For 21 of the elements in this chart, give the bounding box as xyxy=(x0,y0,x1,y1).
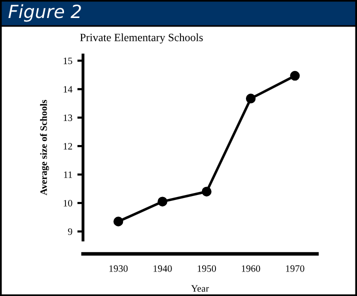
y-tick-label: 14 xyxy=(64,86,72,93)
y-tick-label: 12 xyxy=(64,143,72,150)
x-tick-label: 1940 xyxy=(154,265,172,272)
point xyxy=(202,186,212,196)
y-axis-title: Average size of Schools xyxy=(40,100,49,196)
point xyxy=(113,216,124,226)
point xyxy=(246,94,256,104)
x-tick-label: 1950 xyxy=(198,265,216,272)
y-tick-label: 13 xyxy=(64,114,72,122)
point xyxy=(290,70,300,81)
caption: Figure 2 xyxy=(8,4,81,22)
chart-title: Private Elementary Schools xyxy=(80,33,203,44)
x-tick-label: 1960 xyxy=(242,265,260,272)
y-tick-label: 9 xyxy=(68,228,72,235)
x-tick-label: 1970 xyxy=(286,265,304,272)
y-tick-label: 10 xyxy=(64,200,72,206)
y-tick-label: 15 xyxy=(64,58,72,64)
y-tick-label: 11 xyxy=(64,171,72,178)
point xyxy=(158,196,168,206)
x-tick-label: 1930 xyxy=(109,265,128,272)
x-axis-title: Year xyxy=(191,285,209,292)
